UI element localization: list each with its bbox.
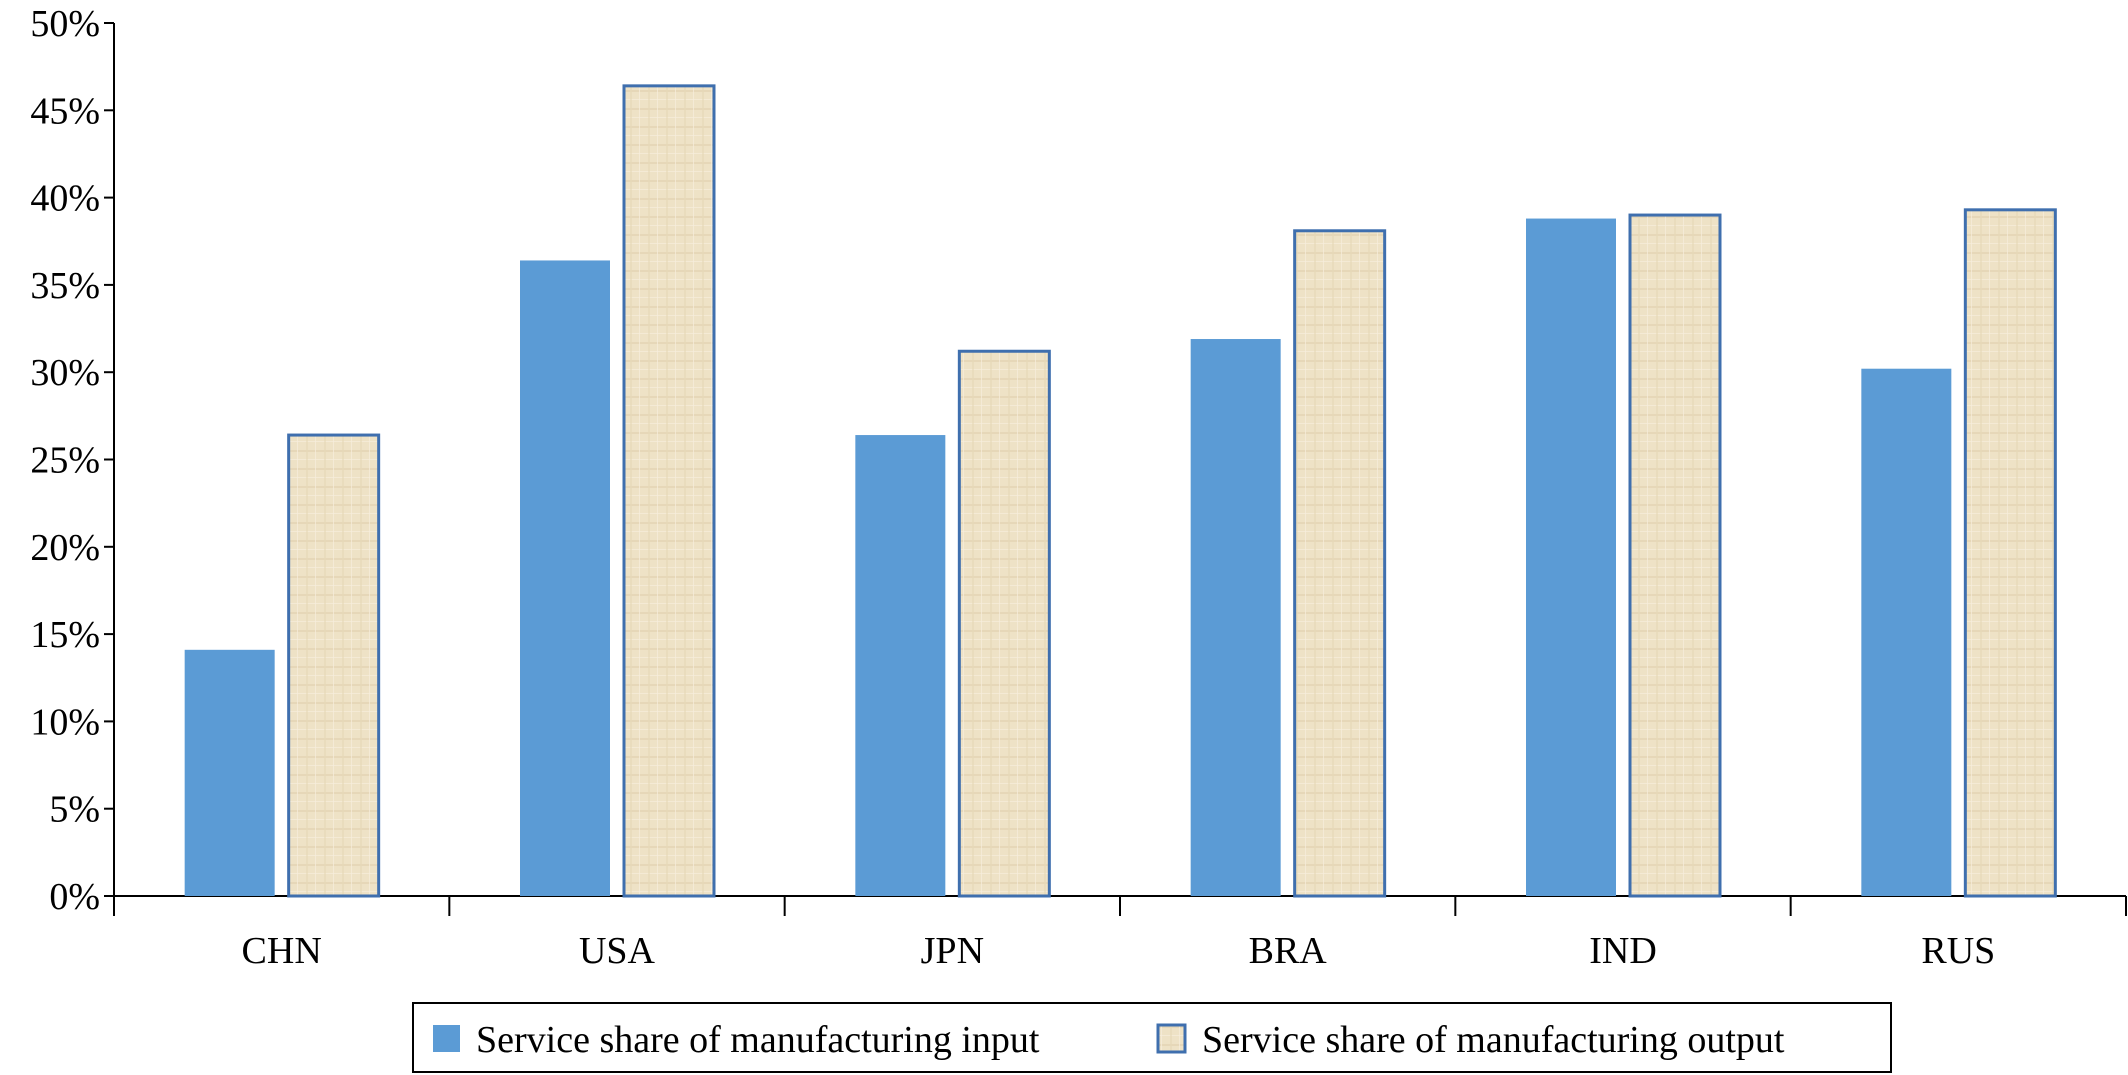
bar-output-bra — [1293, 229, 1387, 898]
y-tick-label: 5% — [49, 789, 100, 831]
bar-input-chn — [184, 649, 275, 896]
bar-input-bra — [1190, 339, 1281, 896]
legend-swatch-input — [433, 1025, 460, 1052]
x-category-label: RUS — [1921, 930, 1995, 972]
y-tick-label: 30% — [30, 352, 100, 394]
x-category-label: IND — [1589, 930, 1657, 972]
legend-label-output: Service share of manufacturing output — [1202, 1019, 1785, 1061]
bars — [184, 84, 2057, 898]
axis-labels: 0% 5% 10% 15% 20% 25% 30% 35% 40% 45% 50% CHN USA JPN… — [30, 3, 1995, 972]
x-category-label: BRA — [1249, 930, 1328, 972]
bar-output-rus — [1963, 208, 2057, 898]
y-tick-label: 15% — [30, 614, 100, 656]
bar-input-jpn — [855, 435, 946, 896]
y-tick-label: 20% — [30, 527, 100, 569]
bar-output-jpn — [957, 349, 1051, 898]
legend-box — [412, 1002, 1892, 1073]
x-category-label: JPN — [921, 930, 984, 972]
legend: Service share of manufacturing input Ser… — [412, 1002, 1892, 1073]
axes — [104, 22, 2127, 916]
bar-output-usa — [622, 84, 716, 898]
x-category-label: CHN — [242, 930, 322, 972]
bar-output-ind — [1628, 213, 1722, 898]
bar-input-ind — [1526, 218, 1616, 896]
legend-swatch-output — [1156, 1023, 1187, 1054]
y-tick-label: 35% — [30, 265, 100, 307]
bar-input-rus — [1861, 368, 1952, 896]
y-tick-label: 25% — [30, 440, 100, 482]
y-tick-label: 10% — [30, 701, 100, 743]
bar-input-usa — [520, 260, 610, 896]
legend-label-input: Service share of manufacturing input — [476, 1019, 1040, 1061]
y-tick-label: 45% — [30, 90, 100, 132]
y-tick-label: 50% — [30, 3, 100, 45]
bar-output-chn — [287, 433, 381, 898]
x-category-label: USA — [579, 930, 656, 972]
y-tick-label: 0% — [49, 876, 100, 918]
y-tick-label: 40% — [30, 178, 100, 220]
